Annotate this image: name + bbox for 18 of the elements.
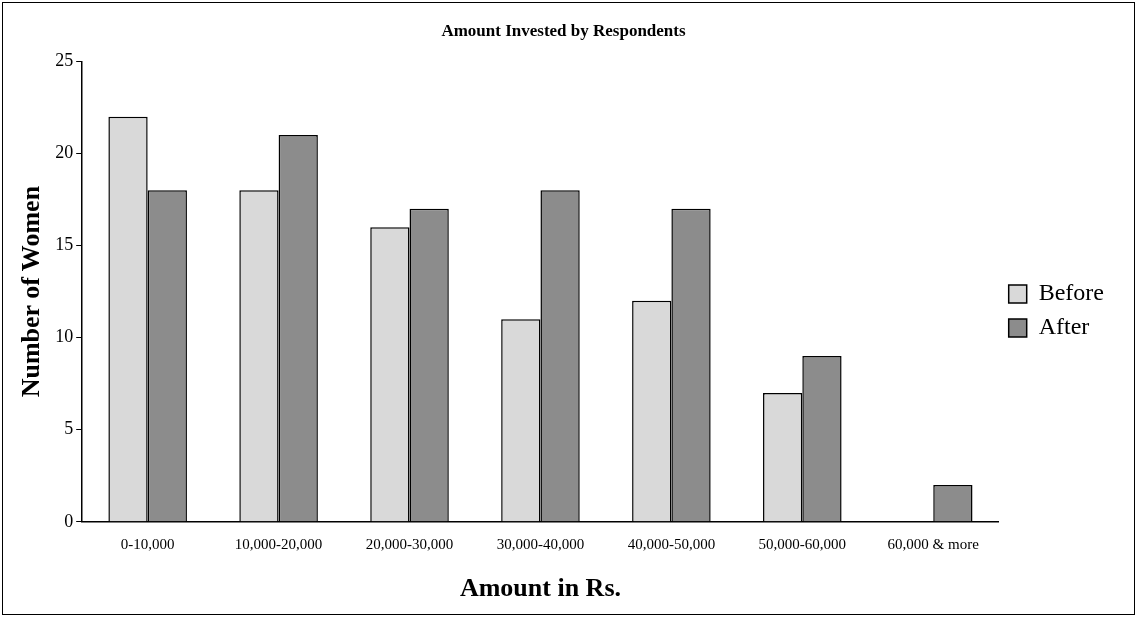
x-tick-label: 60,000 & more bbox=[887, 535, 980, 552]
y-tick-label: 0 bbox=[64, 510, 74, 531]
x-tick-label: 20,000-30,000 bbox=[365, 535, 454, 552]
x-tick-label: 50,000-60,000 bbox=[758, 535, 847, 552]
x-axis-title: Amount in Rs. bbox=[459, 573, 621, 603]
y-tick-label: 20 bbox=[55, 142, 74, 163]
legend-label: Before bbox=[1038, 279, 1104, 306]
x-tick-label: 40,000-50,000 bbox=[627, 535, 716, 552]
y-tick-label: 15 bbox=[55, 234, 74, 255]
y-tick-label: 5 bbox=[64, 418, 74, 439]
x-tick-label: 10,000-20,000 bbox=[234, 535, 323, 552]
y-tick-label: 25 bbox=[55, 50, 74, 71]
legend-label: After bbox=[1038, 313, 1090, 340]
chart-title: Amount Invested by Respondents bbox=[441, 20, 686, 40]
y-tick-label: 10 bbox=[55, 326, 74, 347]
x-tick-label: 30,000-40,000 bbox=[496, 535, 585, 552]
y-axis-title: Number of Women bbox=[16, 185, 46, 398]
x-tick-label: 0-10,000 bbox=[120, 535, 175, 552]
